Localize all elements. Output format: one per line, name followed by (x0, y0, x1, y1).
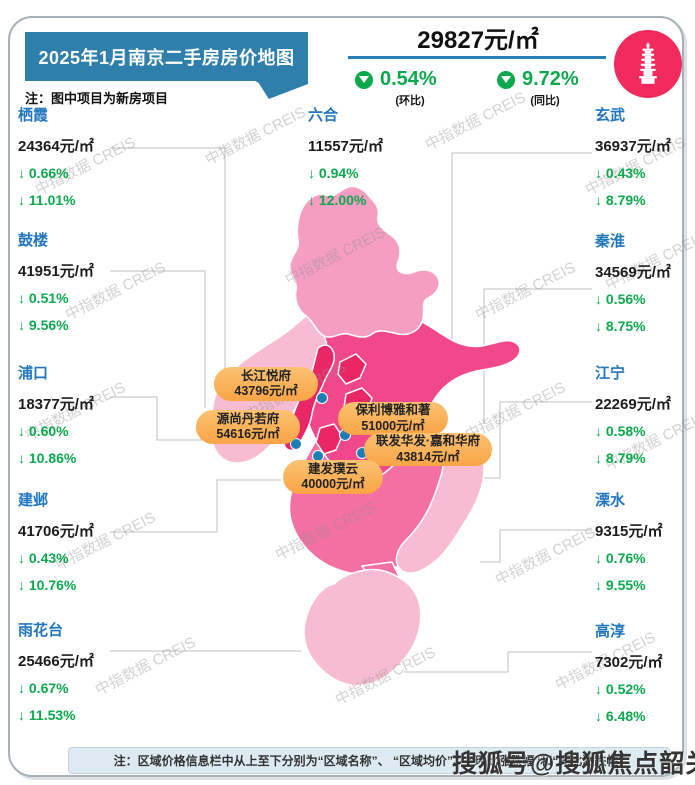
project-price: 43796元/㎡ (234, 384, 298, 398)
down-arrow-circle-icon (355, 70, 373, 89)
district-mom-change: ↓ 0.60% (18, 423, 69, 439)
district-name: 栖霞 (18, 107, 49, 124)
district-block-pukou: 浦口 18377元/㎡ ↓ 0.60% ↓ 10.86% (18, 362, 123, 466)
district-name: 鼓楼 (18, 232, 49, 249)
district-block-lishui: 溧水 9315元/㎡ ↓ 0.76% ↓ 9.55% (595, 489, 695, 593)
district-mom-change: ↓ 0.66% (18, 165, 69, 181)
project-name: 联发华发·嘉和华府 (375, 434, 481, 449)
project-label-jianfapuyun: 建发璞云 40000元/㎡ (283, 460, 383, 494)
header-note: 注：图中项目为新房项目 (25, 91, 169, 106)
site-watermark: 搜狐号@搜狐焦点韶关站 (452, 750, 695, 778)
district-block-gulou: 鼓楼 41951元/㎡ ↓ 0.51% ↓ 9.56% (18, 229, 123, 333)
pagoda-icon (639, 42, 657, 84)
district-mom-change: ↓ 0.43% (18, 550, 69, 566)
district-price: 25466元/㎡ (18, 653, 94, 670)
district-mom-change: ↓ 0.76% (595, 550, 646, 566)
project-name: 长江悦府 (240, 368, 291, 383)
district-name: 建邺 (18, 492, 49, 509)
district-block-luhe: 六合 11557元/㎡ ↓ 0.94% ↓ 12.00% (308, 104, 413, 208)
district-block-qinhuai: 秦淮 34569元/㎡ ↓ 0.56% ↓ 8.75% (595, 230, 695, 334)
district-mom-change: ↓ 0.52% (595, 681, 646, 697)
district-block-jiangning: 江宁 22269元/㎡ ↓ 0.58% ↓ 8.79% (595, 362, 695, 466)
district-yoy-change: ↓ 9.55% (595, 577, 646, 593)
district-name: 秦淮 (595, 233, 626, 250)
district-yoy-change: ↓ 9.56% (18, 317, 69, 333)
district-block-xuanwu: 玄武 36937元/㎡ ↓ 0.43% ↓ 8.79% (595, 104, 695, 208)
district-yoy-change: ↓ 6.48% (595, 708, 646, 724)
district-price: 41951元/㎡ (18, 263, 94, 280)
yoy-label: (同比) (530, 95, 560, 107)
district-yoy-change: ↓ 10.86% (18, 450, 77, 466)
district-price: 24364元/㎡ (18, 138, 94, 155)
district-name: 溧水 (595, 492, 626, 509)
district-yoy-change: ↓ 10.76% (18, 577, 77, 593)
district-name: 浦口 (18, 365, 49, 382)
district-mom-change: ↓ 0.94% (308, 165, 359, 181)
footer-note-bar: 注：区域价格信息栏中从上至下分别为“区域名称”、 “区域均价”、 “环比涨跌幅”… (68, 747, 670, 774)
map-region-luhe (289, 185, 440, 338)
project-label-yuanshangdanruofu: 源尚丹若府 54616元/㎡ (196, 410, 300, 444)
price-divider (348, 56, 606, 59)
project-price: 54616元/㎡ (216, 427, 280, 441)
district-block-qixia: 栖霞 24364元/㎡ ↓ 0.66% ↓ 11.01% (18, 104, 123, 208)
district-mom-change: ↓ 0.43% (595, 165, 646, 181)
district-price: 7302元/㎡ (595, 654, 663, 671)
mom-value: 0.54% (380, 68, 437, 90)
project-label-lianfahuafa-jiahehuafu: 联发华发·嘉和华府 43814元/㎡ (364, 433, 492, 466)
district-yoy-change: ↓ 8.79% (595, 450, 646, 466)
map-region-xuanwu-core (337, 353, 367, 385)
brand-logo (614, 30, 682, 98)
city-average-price: 29827元/㎡ (417, 27, 539, 54)
page-title: 2025年1月南京二手房房价地图 (38, 47, 295, 68)
title-banner: 2025年1月南京二手房房价地图 (25, 32, 308, 81)
district-name: 六合 (308, 107, 339, 124)
district-yoy-change: ↓ 8.75% (595, 318, 646, 334)
district-price: 22269元/㎡ (595, 396, 671, 413)
district-mom-change: ↓ 0.51% (18, 290, 69, 306)
project-name: 保利博雅和著 (355, 403, 431, 418)
district-yoy-change: ↓ 11.01% (18, 192, 76, 208)
district-block-gaochun: 高淳 7302元/㎡ ↓ 0.52% ↓ 6.48% (595, 620, 695, 724)
project-name: 建发璞云 (307, 461, 358, 476)
footer-note: 注：区域价格信息栏中从上至下分别为“区域名称”、 “区域均价”、 “环比涨跌幅”… (113, 754, 625, 768)
map-region-jianye-yuhuatai-core (315, 423, 343, 455)
mom-indicator: 0.54% (355, 68, 437, 91)
district-price: 34569元/㎡ (595, 264, 671, 281)
project-label-changjiangyuefu: 长江悦府 43796元/㎡ (214, 367, 318, 401)
project-price: 51000元/㎡ (361, 418, 425, 433)
district-mom-change: ↓ 0.56% (595, 291, 646, 307)
district-name: 高淳 (595, 623, 626, 640)
district-yoy-change: ↓ 12.00% (308, 192, 367, 208)
yoy-value: 9.72% (522, 68, 579, 90)
district-yoy-change: ↓ 11.53% (18, 707, 76, 723)
district-price: 41706元/㎡ (18, 523, 94, 540)
mom-label: (环比) (395, 95, 425, 107)
district-block-yuhuatai: 雨花台 25466元/㎡ ↓ 0.67% ↓ 11.53% (18, 619, 123, 723)
connector-lines (110, 147, 592, 673)
map-region-gaochun (303, 568, 422, 687)
project-label-baoliboyahezhu: 保利博雅和著 51000元/㎡ (338, 402, 448, 435)
district-mom-change: ↓ 0.58% (595, 423, 646, 439)
project-name: 源尚丹若府 (216, 411, 280, 426)
district-price: 11557元/㎡ (308, 138, 384, 155)
project-price: 43814元/㎡ (396, 449, 460, 464)
district-yoy-change: ↓ 8.79% (595, 192, 646, 208)
district-name: 玄武 (595, 107, 626, 124)
district-name: 江宁 (595, 365, 626, 382)
district-price: 18377元/㎡ (18, 396, 94, 413)
district-price: 9315元/㎡ (595, 523, 663, 540)
down-arrow-circle-icon (497, 70, 515, 89)
yoy-indicator: 9.72% (497, 68, 579, 91)
district-price: 36937元/㎡ (595, 138, 671, 155)
project-price: 40000元/㎡ (301, 477, 365, 491)
district-mom-change: ↓ 0.67% (18, 680, 69, 696)
district-block-jianye: 建邺 41706元/㎡ ↓ 0.43% ↓ 10.76% (18, 489, 123, 593)
district-name: 雨花台 (18, 622, 64, 639)
